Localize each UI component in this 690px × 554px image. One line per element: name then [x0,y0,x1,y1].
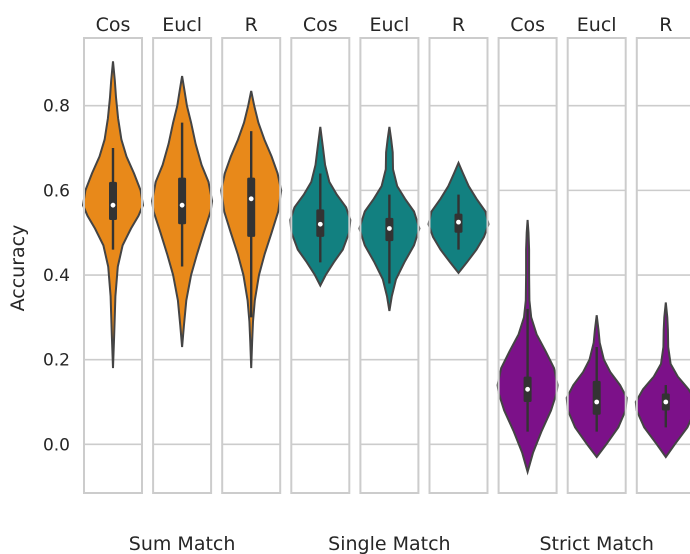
facet-frame [83,37,143,494]
facet-title: Eucl [162,14,202,36]
facet-title: Cos [510,14,545,36]
group-label: Single Match [328,533,450,554]
facet-frame [566,37,627,494]
violin-median-dot [456,219,461,225]
y-axis-label: Accuracy [7,225,29,312]
y-tick-label: 0.2 [43,351,70,371]
facet-frame [497,37,558,494]
y-tick-label: 0.6 [43,181,70,201]
violin-median-dot [110,202,116,208]
group-label: Sum Match [129,533,236,554]
facet-frame [221,37,282,494]
y-tick-label: 0.8 [43,97,70,117]
facet-title: Eucl [370,14,410,36]
violin-iqr-box [247,177,256,237]
chart-text: Accuracy 0.0 0.2 0.4 0.6 0.8 Cos Eucl R Sum Matc… [7,14,672,554]
facet-frame [428,37,489,494]
facet-title: Eucl [577,14,617,36]
facet-frames [83,37,690,494]
facet-frame [152,37,213,494]
violin-median-dot [248,196,254,202]
violin-median-dot [387,226,392,231]
violin-median-dot [179,202,185,208]
facet-title: R [452,14,465,36]
violin-iqr-box [592,380,601,415]
facet-title: R [659,14,672,36]
facet-frame [359,37,420,494]
violin-r [634,302,690,459]
facet-title: R [245,14,258,36]
facet-frame [290,37,351,494]
violin-layer [81,61,690,476]
violin-median-dot [594,399,600,405]
violin-iqr-box [109,181,117,220]
facet-frame [635,37,690,494]
y-tick-label: 0.0 [43,435,70,455]
violin-iqr-box [178,177,187,225]
facet-title: Cos [303,14,338,36]
facet-title: Cos [96,14,131,36]
violin-median-dot [525,386,530,392]
violin-median-dot [663,399,669,405]
group-label: Strict Match [539,533,654,554]
y-tick-label: 0.4 [43,266,70,286]
violin-median-dot [317,221,323,227]
